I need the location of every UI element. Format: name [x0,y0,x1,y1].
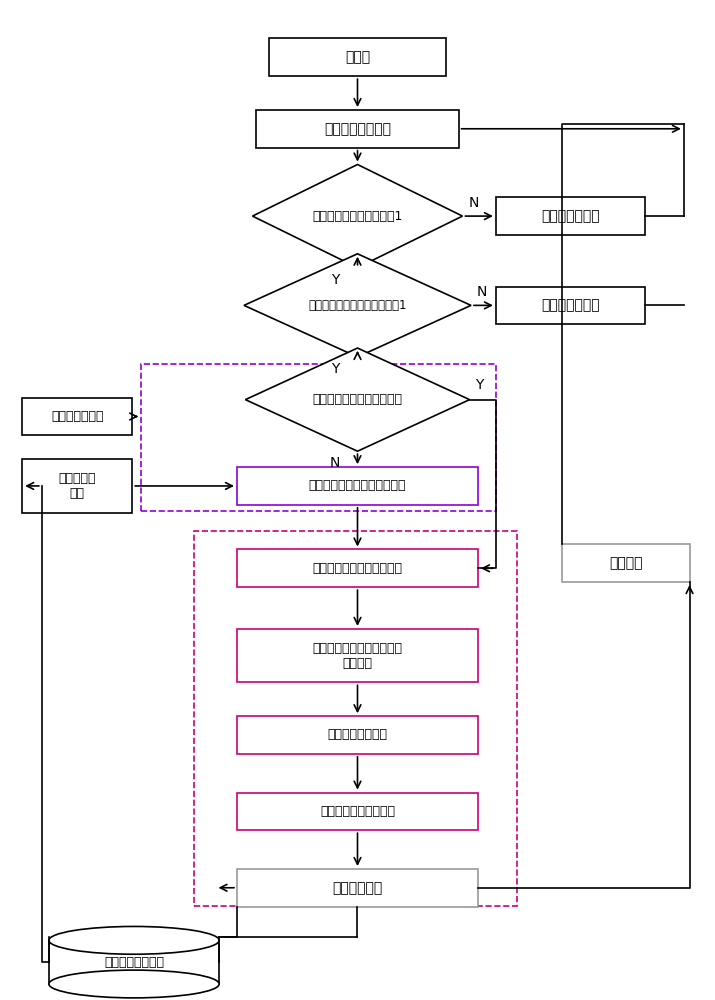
Text: 粒子状态未定义: 粒子状态未定义 [541,209,600,223]
Text: 根据新样本的父样本重新获
得粒子集: 根据新样本的父样本重新获 得粒子集 [312,642,403,670]
Text: 初始化: 初始化 [345,50,370,64]
Polygon shape [245,348,470,451]
Text: 计算粒子权重并进行重采样: 计算粒子权重并进行重采样 [312,562,403,575]
Text: 当前时刻粒子存在变量为1: 当前时刻粒子存在变量为1 [312,210,403,223]
Text: 时间更新: 时间更新 [609,556,642,570]
FancyBboxPatch shape [237,549,478,587]
FancyBboxPatch shape [495,287,645,324]
Text: 计算粒子权重并归一化: 计算粒子权重并归一化 [320,805,395,818]
Text: 预测粒子存在变量: 预测粒子存在变量 [324,122,391,136]
Text: 离散变速率采样: 离散变速率采样 [51,410,104,423]
FancyBboxPatch shape [237,629,478,682]
FancyBboxPatch shape [269,38,446,76]
Text: N: N [477,285,487,299]
Text: 粒子状态初始化: 粒子状态初始化 [541,298,600,312]
Text: 目标机动性
检测: 目标机动性 检测 [59,472,96,500]
Text: 再次预测粒子状态: 再次预测粒子状态 [327,728,388,741]
Text: N: N [330,456,340,470]
Polygon shape [252,164,463,268]
Polygon shape [244,254,471,357]
FancyBboxPatch shape [49,940,220,984]
FancyBboxPatch shape [22,398,132,435]
Text: 目标状态估计: 目标状态估计 [332,881,383,895]
Ellipse shape [49,926,220,954]
Text: N: N [468,196,478,210]
Text: 当前时刻粒子邻域是否完整: 当前时刻粒子邻域是否完整 [312,393,403,406]
Ellipse shape [49,970,220,998]
Text: 下一时刻量测数据: 下一时刻量测数据 [104,956,164,969]
FancyBboxPatch shape [562,544,689,582]
Text: 上一量测时刻粒子存在变量为1: 上一量测时刻粒子存在变量为1 [308,299,407,312]
FancyBboxPatch shape [22,459,132,513]
FancyBboxPatch shape [237,716,478,754]
Text: Y: Y [475,378,483,392]
FancyBboxPatch shape [237,869,478,907]
Text: Y: Y [331,273,340,287]
FancyBboxPatch shape [257,110,458,148]
Text: 计算粒子到达时间间隔并采样: 计算粒子到达时间间隔并采样 [309,479,406,492]
FancyBboxPatch shape [237,793,478,830]
FancyBboxPatch shape [495,197,645,235]
Text: Y: Y [331,362,340,376]
FancyBboxPatch shape [237,467,478,505]
